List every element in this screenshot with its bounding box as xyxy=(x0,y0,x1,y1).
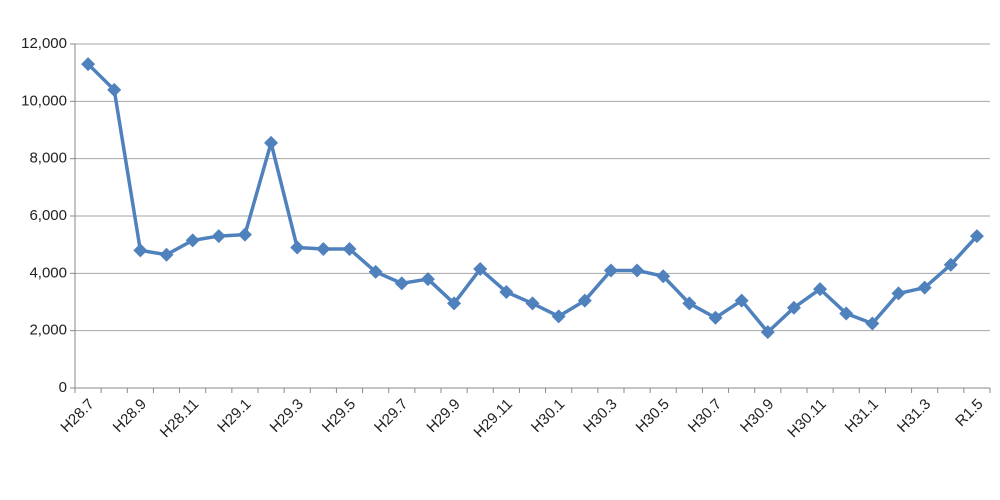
y-tick-label: 4,000 xyxy=(29,264,67,281)
data-point xyxy=(943,257,958,272)
x-tick-label: R1.5 xyxy=(952,396,986,430)
data-point xyxy=(865,316,880,331)
data-point xyxy=(760,325,775,340)
x-tick-label: H29.11 xyxy=(471,396,516,441)
x-tick-label: H29.3 xyxy=(267,396,307,436)
y-tick-label: 8,000 xyxy=(29,150,67,167)
data-point xyxy=(342,241,357,256)
x-tick-label: H29.5 xyxy=(319,396,359,436)
data-point xyxy=(734,293,749,308)
y-tick-label: 6,000 xyxy=(29,207,67,224)
y-tick-label: 2,000 xyxy=(29,322,67,339)
data-point xyxy=(969,229,984,244)
x-tick-label: H28.11 xyxy=(157,396,202,441)
data-point xyxy=(420,272,435,287)
x-tick-label: H30.5 xyxy=(633,396,673,436)
x-tick-label: H30.1 xyxy=(528,396,568,436)
x-tick-label: H29.7 xyxy=(371,396,411,436)
x-tick-label: H31.1 xyxy=(842,396,882,436)
x-tick-label: H30.11 xyxy=(784,396,829,441)
data-point xyxy=(708,310,723,325)
data-point xyxy=(682,296,697,311)
x-tick-label: H30.3 xyxy=(580,396,620,436)
data-point xyxy=(316,241,331,256)
x-tick-label: H30.9 xyxy=(737,396,777,436)
data-point xyxy=(81,57,96,72)
data-point xyxy=(499,284,514,299)
data-line xyxy=(86,62,979,334)
data-point xyxy=(786,300,801,315)
x-tick-label: H29.1 xyxy=(214,396,254,436)
data-point xyxy=(133,243,148,258)
y-tick-label: 12,000 xyxy=(21,35,67,52)
data-point xyxy=(551,309,566,324)
data-point xyxy=(917,280,932,295)
data-point xyxy=(656,269,671,284)
data-point xyxy=(185,233,200,248)
data-point xyxy=(839,306,854,321)
data-point xyxy=(813,282,828,297)
data-point xyxy=(447,296,462,311)
data-point xyxy=(211,229,226,244)
data-point xyxy=(394,276,409,291)
data-point xyxy=(290,240,305,255)
data-point xyxy=(368,264,383,279)
data-point xyxy=(473,262,488,277)
x-tick-label: H29.9 xyxy=(423,396,463,436)
data-point xyxy=(603,263,618,278)
data-point xyxy=(264,135,279,150)
data-point xyxy=(630,263,645,278)
x-tick-label: H30.7 xyxy=(685,396,725,436)
data-point xyxy=(577,293,592,308)
y-tick-label: 10,000 xyxy=(21,92,67,109)
x-tick-label: H28.7 xyxy=(57,396,97,436)
data-point xyxy=(107,82,122,97)
data-point xyxy=(891,286,906,301)
data-point xyxy=(237,227,252,242)
x-tick-label: H28.9 xyxy=(110,396,150,436)
x-tick-label: H31.3 xyxy=(894,396,934,436)
data-point xyxy=(159,247,174,262)
data-point xyxy=(525,296,540,311)
y-tick-label: 0 xyxy=(59,379,67,396)
